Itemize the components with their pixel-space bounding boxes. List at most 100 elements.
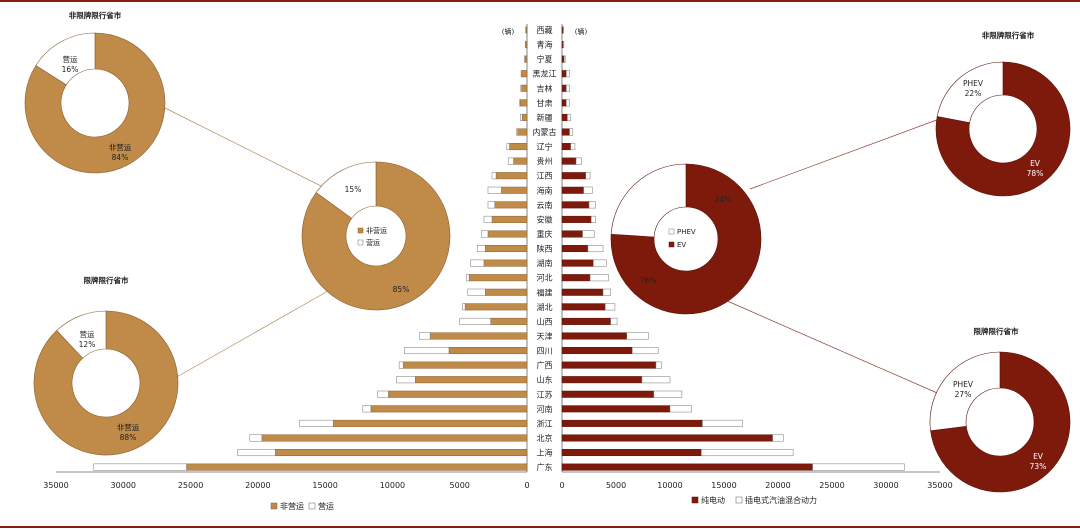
right-bar-ev <box>561 99 567 107</box>
right-bar-ev <box>561 157 577 165</box>
category-label: 湖南 <box>537 258 553 268</box>
legend-swatch-feiyingyun <box>270 502 278 510</box>
connector-line <box>164 107 336 194</box>
left-bar-yingyun <box>237 449 276 457</box>
category-label: 海南 <box>537 185 553 195</box>
legend-label-yingyun: 营运 <box>318 501 334 511</box>
donut-minor-pct: 24% <box>715 195 732 204</box>
right-x-tick-label: 35000 <box>927 481 952 490</box>
right-bar-phev <box>610 317 618 325</box>
donut-legend-swatch <box>357 227 364 234</box>
left-bar-yingyun <box>520 113 523 121</box>
right-bar-phev <box>772 434 784 442</box>
donut-main-label: EV <box>1033 452 1044 461</box>
donut-main-pct: 84% <box>112 153 129 162</box>
category-label: 云南 <box>537 200 553 210</box>
left-bar-yingyun <box>519 99 521 107</box>
left-bar-feiyingyun <box>490 317 528 325</box>
left-bar-yingyun <box>466 274 470 282</box>
left-bar-yingyun <box>525 41 527 49</box>
donut-slice-minor <box>929 351 1001 432</box>
left-bar-yingyun <box>362 405 372 413</box>
donut-main-label: 非营运 <box>109 142 132 152</box>
right-bar-ev <box>561 463 813 471</box>
left-bar-yingyun <box>470 259 485 267</box>
right-bar-ev <box>561 303 606 311</box>
connector-line <box>724 299 945 397</box>
left-bar-yingyun <box>483 215 493 223</box>
category-label: 重庆 <box>537 229 553 239</box>
left-bar-feiyingyun <box>495 172 528 180</box>
right-x-tick-label: 30000 <box>873 481 898 490</box>
donut-main-label: 非营运 <box>117 422 140 432</box>
right-bar-ev <box>561 317 611 325</box>
donut-minor-pct: 12% <box>79 340 96 349</box>
donut-minor-pct: 15% <box>345 185 362 194</box>
connector-line <box>174 286 336 379</box>
category-label: 西藏 <box>537 25 553 35</box>
donut-main-pct: 88% <box>120 433 137 442</box>
left-bar-yingyun <box>515 128 518 136</box>
donut-slice-minor <box>936 61 1004 123</box>
right-bar-ev <box>561 128 570 136</box>
right-bar-ev <box>561 186 584 194</box>
legend-swatch-phev <box>735 496 743 504</box>
category-label: 宁夏 <box>537 54 553 64</box>
right-bar-ev <box>561 201 590 209</box>
right-bar-ev <box>561 288 604 296</box>
left-bar-yingyun <box>524 55 526 63</box>
category-label: 辽宁 <box>537 142 553 152</box>
left-bar-yingyun <box>487 186 502 194</box>
donut-slice-main <box>935 61 1071 197</box>
right-bar-phev <box>702 419 743 427</box>
left-x-tick-label: 0 <box>524 481 529 490</box>
category-label: 广东 <box>537 462 553 472</box>
donut-slice-minor <box>56 310 107 359</box>
right-bar-phev <box>562 41 565 49</box>
donut-main-pct: 85% <box>393 285 410 294</box>
left-x-tick-label: 10000 <box>380 481 405 490</box>
connector-line <box>749 117 943 190</box>
donut-title: 限牌限行省市 <box>84 275 129 285</box>
right-bar-ev <box>561 274 591 282</box>
donut-main-label: EV <box>1030 159 1041 168</box>
right-bar-phev <box>566 99 570 107</box>
left-x-tick-label: 35000 <box>43 481 68 490</box>
left-bar-yingyun <box>249 434 263 442</box>
category-label: 福建 <box>537 287 553 297</box>
left-bar-yingyun <box>419 332 431 340</box>
top-border <box>0 0 1080 2</box>
right-bar-phev <box>582 230 595 238</box>
left-bar-yingyun <box>525 26 527 34</box>
category-label: 河北 <box>537 273 553 283</box>
category-label: 湖北 <box>537 303 553 312</box>
left-bar-feiyingyun <box>464 303 528 311</box>
donut-slice-main <box>930 351 1071 493</box>
donut-legend-swatch <box>668 241 675 248</box>
right-bar-ev <box>561 215 592 223</box>
category-label: 天津 <box>537 331 553 341</box>
right-bar-phev <box>563 55 566 63</box>
donut-legend-label: 营运 <box>366 238 380 247</box>
right-bar-phev <box>701 449 794 457</box>
left-bar-yingyun <box>404 347 450 355</box>
left-bar-yingyun <box>377 390 389 398</box>
right-bar-phev <box>655 361 662 369</box>
right-bar-ev <box>561 361 657 369</box>
right-bar-phev <box>604 303 616 311</box>
category-label: 安徽 <box>537 214 553 224</box>
donut-slice-minor <box>35 32 96 86</box>
right-bar-ev <box>561 434 773 442</box>
left-bar-yingyun <box>520 70 522 78</box>
right-bar-phev <box>631 347 659 355</box>
donut-slice-main <box>301 161 451 311</box>
donut-title: 限牌限行省市 <box>974 326 1019 336</box>
right-bar-ev <box>561 376 643 384</box>
left-bar-yingyun <box>506 143 510 151</box>
category-label: 贵州 <box>537 156 553 166</box>
left-bar-feiyingyun <box>448 347 528 355</box>
left-bar-feiyingyun <box>402 361 528 369</box>
right-bar-phev <box>585 172 591 180</box>
left-bar-feiyingyun <box>485 288 528 296</box>
